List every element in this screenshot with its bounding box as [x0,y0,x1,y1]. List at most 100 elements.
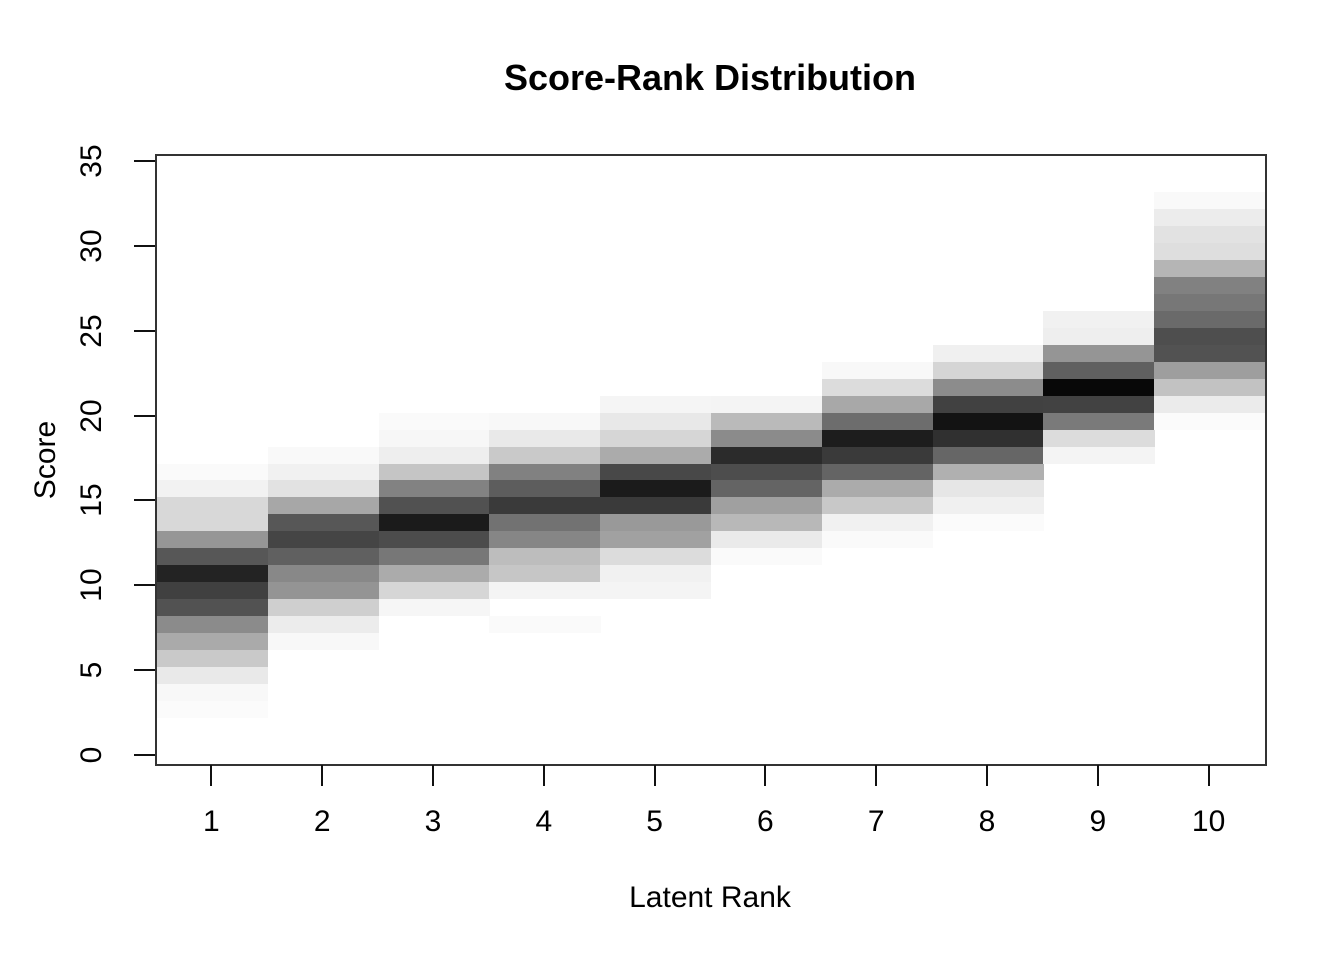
heatmap-cell-rank3-score13 [378,531,490,549]
heatmap-cell-rank5-score13 [600,531,712,549]
heatmap-cell-rank10-score20 [1154,412,1266,430]
heatmap-cell-rank10-score22 [1154,378,1266,396]
heatmap-cell-rank8-score23 [932,361,1044,379]
heatmap-cell-rank1-score7 [157,633,269,651]
heatmap-cell-rank6-score13 [711,531,823,549]
x-tick-label-7: 7 [867,805,885,838]
x-tick-label-8: 8 [978,805,996,838]
y-tick-mark-10 [134,584,155,587]
heatmap-cell-rank10-score25 [1154,327,1266,345]
x-tick-mark-1 [210,765,213,786]
heatmap-cell-rank2-score11 [267,565,380,583]
heatmap-cell-rank7-score19 [821,429,934,447]
heatmap-cell-rank9-score26 [1043,310,1155,328]
heatmap-cell-rank2-score16 [267,480,380,498]
x-tick-label-5: 5 [646,805,663,838]
heatmap-cell-rank2-score14 [267,514,380,532]
heatmap-cell-rank3-score18 [378,446,490,464]
x-tick-label-3: 3 [424,805,442,838]
heatmap-cell-rank4-score14 [489,514,601,532]
heatmap-cell-rank8-score18 [932,446,1044,464]
heatmap-cell-rank4-score17 [489,463,601,481]
heatmap-cell-rank8-score17 [932,463,1044,481]
heatmap-cell-rank5-score15 [600,497,712,515]
heatmap-cell-rank1-score12 [157,548,269,566]
x-axis-title: Latent Rank [629,881,791,914]
heatmap-cell-rank2-score10 [267,582,380,600]
heatmap-cell-rank8-score19 [932,429,1044,447]
y-tick-label-15: 15 [75,483,108,518]
x-tick-label-4: 4 [535,805,553,838]
y-tick-label-30: 30 [75,229,108,263]
heatmap-cell-rank5-score10 [600,582,712,600]
heatmap-cell-rank2-score12 [267,548,380,566]
heatmap-cell-rank2-score8 [267,616,380,634]
x-tick-label-10: 10 [1191,805,1226,838]
heatmap-cell-rank7-score23 [821,361,934,379]
heatmap-cell-rank1-score16 [157,480,269,498]
x-tick-mark-7 [875,765,878,786]
heatmap-cell-rank10-score28 [1154,276,1266,294]
heatmap-cell-rank2-score15 [267,497,380,515]
x-tick-label-9: 9 [1089,805,1107,838]
y-tick-label-10: 10 [75,568,108,602]
heatmap-cell-rank3-score12 [378,548,490,566]
heatmap-cell-rank1-score4 [157,684,269,702]
y-tick-mark-0 [134,754,155,756]
heatmap-cell-rank10-score31 [1154,225,1266,243]
x-tick-mark-8 [986,765,988,786]
heatmap-cell-rank7-score16 [821,480,934,498]
heatmap-cell-rank7-score22 [821,378,934,396]
heatmap-cell-rank5-score18 [600,446,712,464]
y-tick-mark-5 [134,669,155,672]
x-tick-mark-4 [542,765,545,786]
heatmap-cell-rank10-score26 [1154,310,1266,328]
heatmap-cell-rank8-score21 [932,395,1044,413]
heatmap-cell-rank1-score14 [157,514,269,532]
y-tick-mark-20 [134,414,155,417]
heatmap-cell-rank5-score16 [600,480,712,498]
heatmap-cell-rank1-score17 [157,463,269,481]
heatmap-cell-rank5-score14 [600,514,712,532]
heatmap-cell-rank6-score21 [711,395,823,413]
heatmap-cell-rank8-score24 [932,344,1044,362]
heatmap-cell-rank9-score18 [1043,446,1155,464]
heatmap-cell-rank7-score15 [821,497,934,515]
x-tick-mark-9 [1096,765,1099,786]
heatmap-cell-rank4-score18 [489,446,601,464]
heatmap-cell-rank7-score20 [821,412,934,430]
heatmap-cell-rank1-score3 [157,701,269,719]
heatmap-cell-rank6-score18 [711,446,823,464]
heatmap-cell-rank4-score11 [489,565,601,583]
heatmap-cell-rank8-score22 [932,378,1044,396]
heatmap-cell-rank7-score13 [821,531,934,549]
y-tick-mark-15 [134,499,155,502]
x-tick-mark-2 [321,765,324,786]
x-tick-mark-6 [764,765,767,786]
y-tick-label-0: 0 [75,746,108,764]
heatmap-cell-rank3-score9 [378,599,490,617]
heatmap-cell-rank1-score6 [157,650,269,668]
heatmap-cell-rank7-score18 [821,446,934,464]
heatmap-cell-rank9-score21 [1043,395,1155,413]
heatmap-cell-rank2-score7 [267,633,380,651]
y-tick-mark-35 [134,160,155,163]
heatmap-cell-rank10-score24 [1154,344,1266,362]
heatmap-cell-rank3-score14 [378,514,490,532]
x-tick-mark-10 [1207,765,1210,786]
heatmap-cell-rank9-score19 [1043,429,1155,447]
y-axis-title: Score [29,420,62,500]
heatmap-cell-rank5-score17 [600,463,712,481]
x-tick-mark-5 [653,765,656,786]
chart-title: Score-Rank Distribution [503,57,917,98]
heatmap-cell-rank6-score19 [711,429,823,447]
heatmap-cell-rank2-score9 [267,599,380,617]
heatmap-cell-rank8-score20 [932,412,1044,430]
heatmap-cell-rank3-score20 [378,412,490,430]
heatmap-cell-rank10-score30 [1154,242,1266,260]
heatmap-cell-rank4-score13 [489,531,601,549]
heatmap-cell-rank3-score15 [378,497,490,515]
heatmap-cell-rank5-score11 [600,565,712,583]
heatmap-cell-rank6-score12 [711,548,823,566]
